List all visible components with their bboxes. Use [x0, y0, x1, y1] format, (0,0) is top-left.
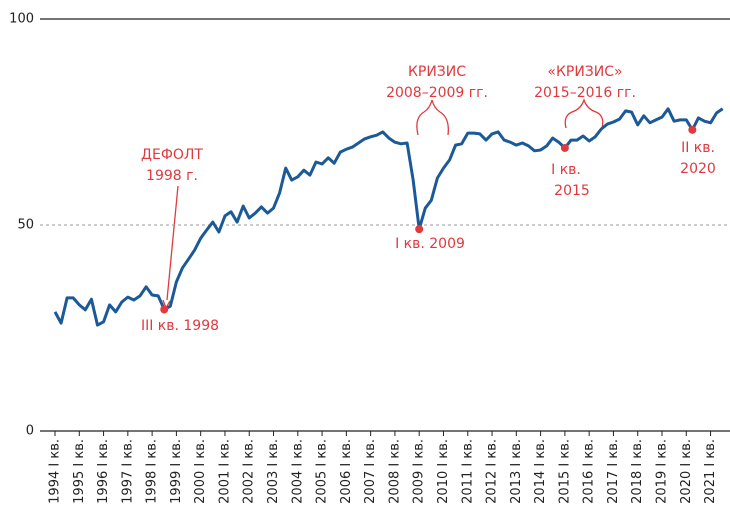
x-tick-label: 1995 I кв. — [72, 439, 87, 504]
x-tick-label: 2003 I кв. — [266, 439, 281, 504]
x-tick-label: 2021 I кв. — [703, 439, 718, 504]
brace — [564, 97, 604, 129]
x-tick-label: 1994 I кв. — [48, 439, 63, 504]
x-tick-label: 2014 I кв. — [533, 439, 548, 504]
annotation: I кв. — [551, 162, 581, 178]
x-tick-label: 2009 I кв. — [412, 439, 427, 504]
x-tick-label: 1996 I кв. — [96, 439, 111, 504]
x-tick-label: 2005 I кв. — [315, 439, 330, 504]
annotation: III кв. 1998 — [141, 318, 219, 334]
line — [53, 107, 724, 327]
x-tick-label: 1999 I кв. — [169, 439, 184, 504]
arrow — [166, 185, 179, 301]
annotation: КРИЗИС — [408, 64, 466, 80]
x-tick-label: 2020 I кв. — [679, 439, 694, 504]
y-tick-label: 0 — [26, 424, 34, 439]
x-tick-label: 2004 I кв. — [290, 439, 305, 504]
x-tick-label: 2013 I кв. — [509, 439, 524, 504]
x-tick-label: 2011 I кв. — [460, 439, 475, 504]
x-tick-label: 2016 I кв. — [582, 439, 597, 504]
highlight-point — [415, 225, 424, 234]
annotation: 2015–2016 гг. — [534, 85, 636, 101]
x-tick-label: 2019 I кв. — [655, 439, 670, 504]
x-tick-label: 1997 I кв. — [120, 439, 135, 504]
annotation: 2015 — [554, 183, 590, 199]
x-tick-label: 1998 I кв. — [145, 439, 160, 504]
highlight-point — [160, 305, 169, 314]
brace — [416, 99, 449, 136]
y-tick-label: 100 — [9, 12, 34, 27]
annotation: 1998 г. — [146, 168, 198, 184]
y-tick-label: 50 — [17, 218, 34, 233]
x-tick-label: 2017 I кв. — [606, 439, 621, 504]
x-tick-label: 2015 I кв. — [557, 439, 572, 504]
annotation: «КРИЗИС» — [547, 64, 622, 80]
annotation: II кв. — [681, 140, 715, 156]
x-tick-label: 2010 I кв. — [436, 439, 451, 504]
x-tick-label: 2000 I кв. — [193, 439, 208, 504]
x-tick-label: 2012 I кв. — [485, 439, 500, 504]
x-tick-label: 2018 I кв. — [630, 439, 645, 504]
annotation: 2020 — [680, 161, 716, 177]
x-tick-label: 2007 I кв. — [363, 439, 378, 504]
x-tick-label: 2006 I кв. — [339, 439, 354, 504]
annotation: I кв. 2009 — [395, 236, 465, 252]
x-tick-label: 2002 I кв. — [242, 439, 257, 504]
annotation: 2008–2009 гг. — [386, 85, 488, 101]
highlight-point — [688, 125, 697, 134]
x-tick-label: 2008 I кв. — [387, 439, 402, 504]
annotation: ДЕФОЛТ — [141, 147, 203, 163]
x-tick-label: 2001 I кв. — [217, 439, 232, 504]
highlight-point — [560, 143, 569, 152]
